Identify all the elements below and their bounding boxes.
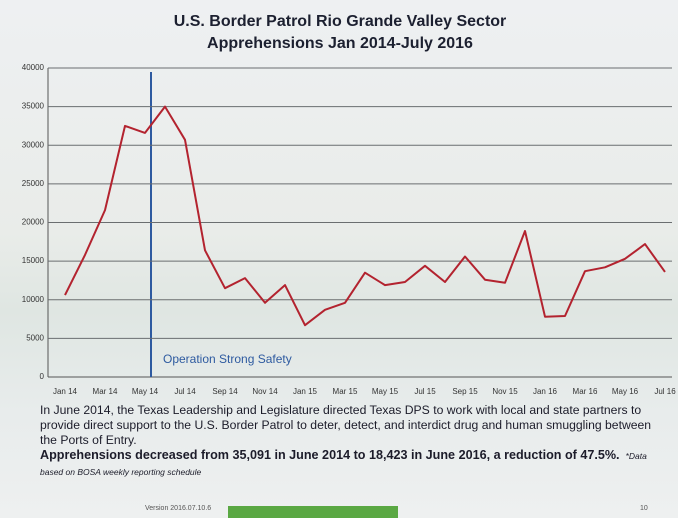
data-line	[64, 105, 666, 327]
x-tick-label: Nov 14	[252, 387, 278, 396]
footnote: *Data based on BOSA weekly reporting sch…	[40, 451, 647, 477]
x-tick-label: Jan 15	[293, 387, 318, 396]
x-tick-label: Jul 14	[174, 387, 196, 396]
x-tick-label: Sep 15	[452, 387, 478, 396]
x-tick-label: Jul 16	[654, 387, 676, 396]
x-tick-label: May 14	[132, 387, 159, 396]
body-text: In June 2014, the Texas Leadership and L…	[40, 403, 652, 447]
version: Version 2016.07.10.6	[145, 505, 212, 512]
y-tick-label: 40000	[22, 63, 45, 72]
y-tick-label: 30000	[22, 140, 45, 149]
y-tick-label: 15000	[22, 256, 45, 265]
x-tick-label: May 15	[372, 387, 399, 396]
y-tick-label: 0	[40, 372, 45, 381]
x-tick-label: Jan 16	[533, 387, 558, 396]
footer-bar	[228, 506, 398, 518]
x-tick-label: Mar 15	[333, 387, 358, 396]
y-tick-label: 10000	[22, 295, 45, 304]
y-tick-label: 35000	[22, 102, 45, 111]
highlight: Apprehensions decreased from 35,091 in J…	[40, 448, 620, 462]
y-tick-label: 20000	[22, 218, 45, 227]
x-tick-label: Nov 15	[492, 387, 518, 396]
x-tick-label: May 16	[612, 387, 639, 396]
highlight-text: Apprehensions decreased from 35,091 in J…	[40, 448, 670, 480]
annotation: Operation Strong Safety	[163, 352, 292, 366]
x-tick-label: Jan 14	[53, 387, 78, 396]
page-number: 10	[640, 505, 648, 512]
chart-subtitle: Apprehensions Jan 2014-July 2016	[207, 35, 473, 52]
footer: Version 2016.07.10.6 10	[0, 502, 678, 518]
x-tick-label: Mar 16	[573, 387, 598, 396]
y-tick-label: 5000	[26, 333, 44, 342]
y-tick-label: 25000	[22, 179, 45, 188]
chart-title: U.S. Border Patrol Rio Grande Valley Sec…	[174, 13, 507, 30]
chart: U.S. Border Patrol Rio Grande Valley Sec…	[22, 13, 676, 396]
notes: In June 2014, the Texas Leadership and L…	[40, 403, 670, 480]
x-tick-label: Mar 14	[93, 387, 118, 396]
x-tick-label: Sep 14	[212, 387, 238, 396]
x-tick-label: Jul 15	[414, 387, 436, 396]
